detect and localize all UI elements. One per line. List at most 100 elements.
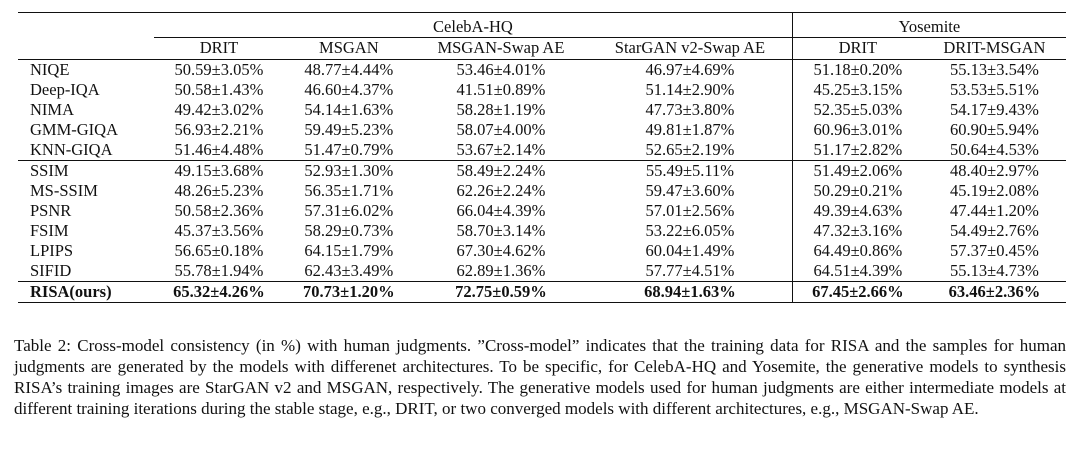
table-cell-value: 49.81±1.87%: [645, 120, 735, 139]
table-row: FSIM 45.37±3.56% 58.29±0.73% 58.70±3.14% 53.…: [18, 221, 1066, 241]
row-method-name: MS-SSIM: [30, 181, 98, 200]
table-cell-value: 51.18±0.20%: [791, 59, 923, 80]
table-cell-value: 72.75±0.59%: [413, 281, 589, 303]
table-cell-value: 52.93±1.30%: [283, 160, 414, 181]
table-cell-value: 55.78±1.94%: [174, 261, 264, 280]
table-cell-value: 60.90±5.94%: [950, 120, 1039, 139]
table-cell-value: 57.77±4.51%: [645, 261, 735, 280]
row-method-name: SSIM: [18, 160, 154, 181]
table-cell-value: 67.45±2.66%: [791, 281, 923, 303]
table-cell-value: 47.73±3.80%: [645, 100, 735, 119]
table-row: SSIM 49.15±3.68% 52.93±1.30% 58.49±2.24% 55.…: [18, 160, 1066, 181]
table-cell-value: 55.49±5.11%: [588, 160, 793, 181]
table-cell-value: 57.37±0.45%: [950, 241, 1039, 260]
table-cell-value: 62.43±3.49%: [304, 261, 394, 280]
table-cell-value: 45.19±2.08%: [950, 181, 1039, 200]
table-cell-value: 48.40±2.97%: [922, 160, 1066, 181]
row-method-name: NIMA: [30, 100, 74, 119]
table-row: Deep-IQA 50.58±1.43% 46.60±4.37% 41.51±0.89…: [18, 80, 1066, 100]
table-cell-value: 68.94±1.63%: [588, 281, 793, 303]
row-method-name: RISA(ours): [18, 281, 154, 303]
table-cell-value: 66.04±4.39%: [456, 201, 546, 220]
table-cell-value: 53.46±4.01%: [413, 59, 589, 80]
group-header-yosemite: Yosemite: [791, 12, 1066, 38]
table-cell-value: 47.44±1.20%: [950, 201, 1039, 220]
table-cell-value: 60.96±3.01%: [791, 120, 923, 140]
table-cell-value: 55.13±3.54%: [922, 59, 1066, 80]
table-cell-value: 59.49±5.23%: [304, 120, 394, 139]
column-header-msgan-swap-ae: MSGAN-Swap AE: [437, 38, 565, 57]
table-cell-value: 55.13±4.73%: [950, 261, 1039, 280]
table-cell-value: 58.70±3.14%: [456, 221, 546, 240]
table-row: SIFID 55.78±1.94% 62.43±3.49% 62.89±1.36% 57…: [18, 261, 1066, 282]
table-cell-value: 58.29±0.73%: [304, 221, 394, 240]
table-cell-value: 58.28±1.19%: [456, 100, 546, 119]
column-header-msgan: MSGAN: [319, 38, 379, 57]
table-cell-value: 48.77±4.44%: [283, 59, 414, 80]
table-cell-value: 50.64±4.53%: [950, 140, 1039, 159]
table-cell-value: 56.35±1.71%: [304, 181, 394, 200]
table-cell-value: 64.49±0.86%: [791, 241, 923, 261]
table-row: NIQE 50.59±3.05% 48.77±4.44% 53.46±4.01% 46.…: [18, 59, 1066, 80]
table-row: PSNR 50.58±2.36% 57.31±6.02% 66.04±4.39% 57.…: [18, 201, 1066, 221]
row-method-name: KNN-GIQA: [30, 140, 113, 159]
column-header-drit-celeba: DRIT: [199, 38, 239, 57]
row-method-name: FSIM: [30, 221, 69, 240]
results-table-container: CelebA-HQ Yosemite DRIT MSGAN MSGAN-Swap…: [18, 12, 1066, 303]
table-cell-value: 46.97±4.69%: [588, 59, 793, 80]
table-cell-value: 50.58±2.36%: [174, 201, 264, 220]
row-method-name: NIQE: [18, 59, 154, 80]
table-cell-value: 50.58±1.43%: [174, 80, 264, 99]
column-header-drit-msgan: DRIT-MSGAN: [943, 38, 1046, 57]
table-cell-value: 49.15±3.68%: [154, 160, 284, 181]
table-cell-value: 45.37±3.56%: [174, 221, 264, 240]
table-cell-value: 53.22±6.05%: [645, 221, 735, 240]
row-method-name: PSNR: [30, 201, 72, 220]
table-cell-value: 56.93±2.21%: [174, 120, 264, 139]
group-header-row: CelebA-HQ Yosemite: [18, 12, 1066, 38]
table-cell-value: 62.26±2.24%: [456, 181, 546, 200]
table-cell-value: 45.25±3.15%: [791, 80, 923, 100]
table-cell-value: 51.46±4.48%: [174, 140, 264, 159]
table-cell-value: 64.15±1.79%: [304, 241, 394, 260]
table-cell-value: 51.14±2.90%: [645, 80, 735, 99]
table-cell-value: 60.04±1.49%: [645, 241, 735, 260]
table-cell-value: 56.65±0.18%: [174, 241, 264, 260]
column-header-drit-yosemite: DRIT: [791, 37, 923, 60]
table-cell-value: 51.17±2.82%: [791, 140, 923, 161]
table-cell-value: 47.32±3.16%: [791, 221, 923, 241]
row-method-name: SIFID: [30, 261, 72, 280]
table-cell-value: 65.32±4.26%: [154, 281, 284, 303]
table-cell-value: 54.49±2.76%: [950, 221, 1039, 240]
table-cell-value: 53.53±5.51%: [950, 80, 1039, 99]
table-cell-value: 41.51±0.89%: [456, 80, 546, 99]
table-caption: Table 2: Cross-model consistency (in %) …: [14, 336, 1066, 418]
table-cell-value: 62.89±1.36%: [456, 261, 546, 280]
table-cell-value: 49.39±4.63%: [791, 201, 923, 221]
table-cell-value: 64.51±4.39%: [791, 261, 923, 282]
table-cell-value: 67.30±4.62%: [456, 241, 546, 260]
row-method-name: Deep-IQA: [30, 80, 100, 99]
table-cell-value: 58.07±4.00%: [456, 120, 546, 139]
table-cell-value: 48.26±5.23%: [174, 181, 264, 200]
empty-corner-cell: [18, 12, 154, 38]
table-cell-value: 51.49±2.06%: [791, 160, 923, 181]
table-body: NIQE 50.59±3.05% 48.77±4.44% 53.46±4.01% 46.…: [18, 59, 1066, 303]
group-header-celeba-hq: CelebA-HQ: [154, 12, 793, 38]
table-cell-value: 53.67±2.14%: [456, 140, 546, 159]
table-cell-value: 58.49±2.24%: [413, 160, 589, 181]
table-row: MS-SSIM 48.26±5.23% 56.35±1.71% 62.26±2.24%…: [18, 181, 1066, 201]
table-cell-value: 70.73±1.20%: [283, 281, 414, 303]
table-row: RISA(ours) 65.32±4.26% 70.73±1.20% 72.75±0.…: [18, 281, 1066, 303]
table-cell-value: 54.17±9.43%: [950, 100, 1039, 119]
table-cell-value: 50.59±3.05%: [154, 59, 284, 80]
table-row: LPIPS 56.65±0.18% 64.15±1.79% 67.30±4.62% 60…: [18, 241, 1066, 261]
table-row: NIMA 49.42±3.02% 54.14±1.63% 58.28±1.19% 47.…: [18, 100, 1066, 120]
table-row: KNN-GIQA 51.46±4.48% 51.47±0.79% 53.67±2.14…: [18, 140, 1066, 161]
row-method-name: LPIPS: [30, 241, 74, 260]
table-row: GMM-GIQA 56.93±2.21% 59.49±5.23% 58.07±4.00…: [18, 120, 1066, 140]
column-header-stargan-v2-swap-ae: StarGAN v2-Swap AE: [614, 38, 766, 57]
column-header-row: DRIT MSGAN MSGAN-Swap AE StarGAN v2-Swap…: [18, 37, 1066, 60]
table-cell-value: 54.14±1.63%: [304, 100, 394, 119]
table-cell-value: 59.47±3.60%: [645, 181, 735, 200]
